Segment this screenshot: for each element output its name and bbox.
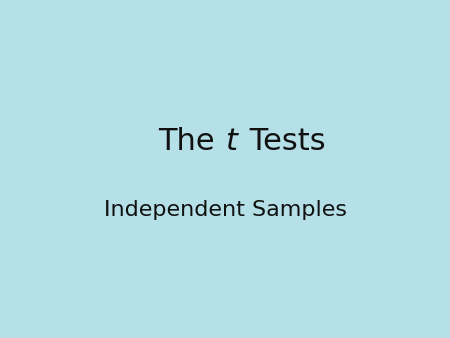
- Text: Tests: Tests: [240, 127, 326, 156]
- Text: t: t: [225, 127, 237, 156]
- Text: Independent Samples: Independent Samples: [104, 199, 346, 220]
- Text: The: The: [158, 127, 225, 156]
